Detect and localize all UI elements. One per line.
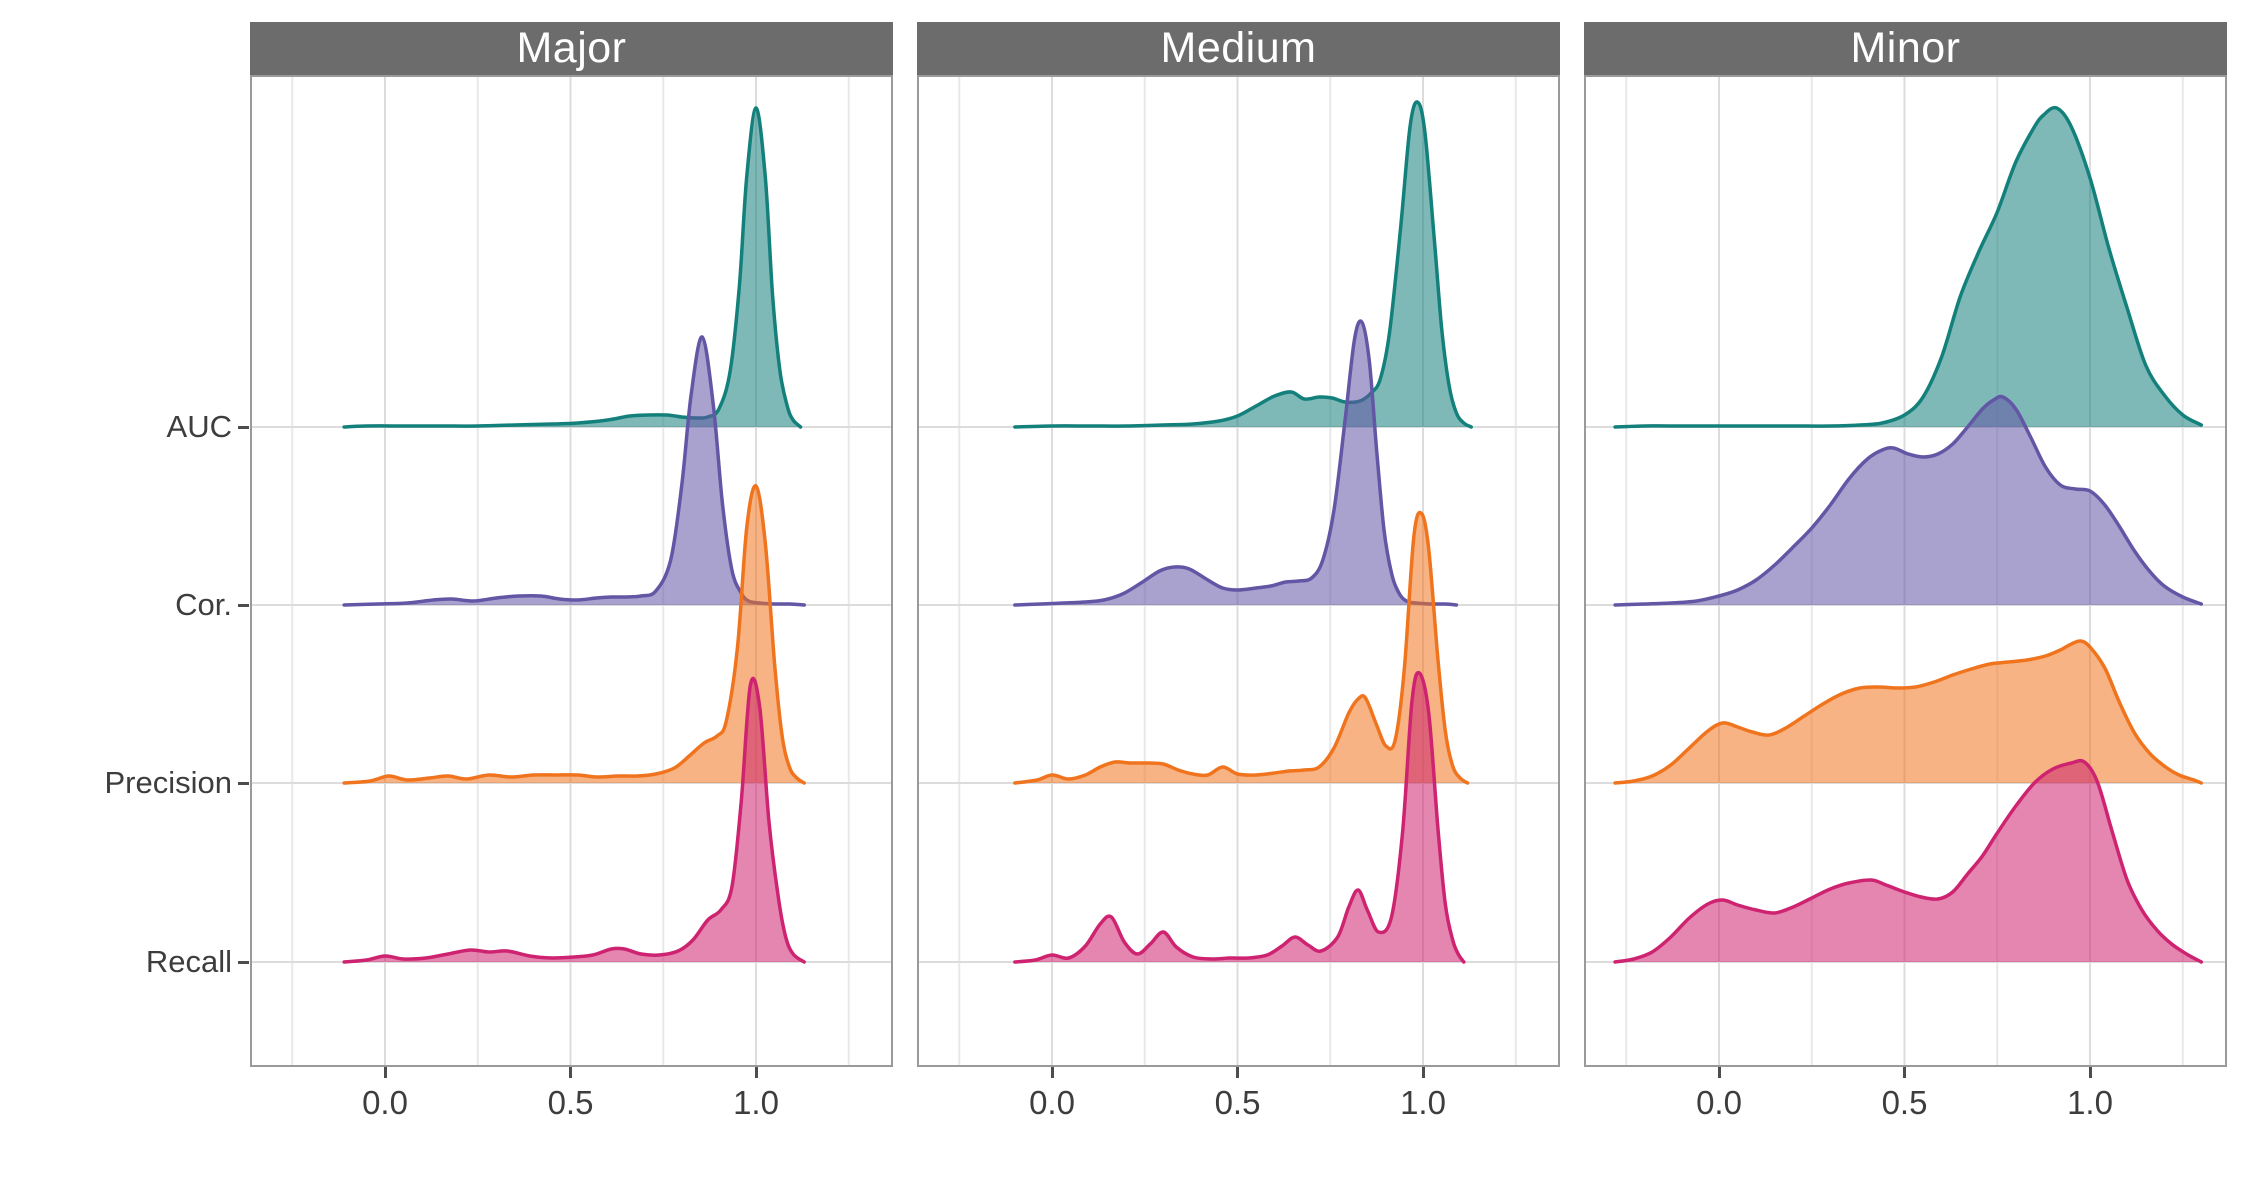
x-tick-label: 0.0 [362, 1084, 408, 1121]
density-curve-precision [1013, 510, 1470, 785]
x-tick-mark [1717, 1067, 1721, 1078]
panel-svg-minor [1584, 75, 2227, 1067]
x-tick-mark [383, 1067, 387, 1078]
x-tick-mark [1236, 1067, 1239, 1078]
panel-border [917, 75, 1560, 1067]
x-tick-mark [2088, 1067, 2092, 1078]
y-axis-label-precision: Precision [104, 765, 233, 800]
density-curve-recall [342, 676, 806, 964]
y-axis-label-auc: AUC [166, 409, 232, 444]
facet-strip-minor: Minor [1584, 22, 2227, 75]
density-curve-cor [1613, 394, 2204, 607]
density-fill-auc [344, 108, 801, 427]
x-tick-label: 1.0 [1400, 1084, 1446, 1121]
density-fill-auc [1014, 101, 1472, 427]
panel-border [1584, 75, 2227, 1067]
x-tick-label: 0.0 [1696, 1084, 1742, 1121]
y-axis-label-cor: Cor. [175, 587, 232, 622]
x-tick-mark [1903, 1067, 1906, 1078]
y-tick-mark [238, 603, 249, 607]
density-fill-cor [1615, 396, 2202, 605]
panel-svg-medium [917, 75, 1560, 1067]
density-curve-recall [1013, 670, 1466, 964]
x-tick-label: 0.5 [1881, 1084, 1928, 1121]
x-tick-label: 0.0 [1029, 1084, 1075, 1121]
facet-strip-medium: Medium [917, 22, 1560, 75]
x-tick-label: 1.0 [2067, 1084, 2113, 1121]
density-fill-precision [344, 485, 805, 783]
x-tick-mark [754, 1067, 758, 1078]
density-fill-precision [1014, 512, 1468, 783]
density-curve-precision [342, 484, 806, 785]
panel-svg-major [250, 75, 893, 1067]
y-tick-mark [238, 425, 249, 429]
panel-border [250, 75, 893, 1067]
density-curve-cor [1013, 319, 1459, 607]
density-fill-cor [344, 336, 805, 605]
facet-strip-major: Major [250, 22, 893, 75]
density-curve-auc [1613, 105, 2204, 429]
x-tick-mark [1421, 1067, 1425, 1078]
density-curve-recall [1613, 758, 2204, 964]
x-tick-label: 0.5 [1214, 1084, 1261, 1121]
density-fill-recall [1014, 672, 1464, 962]
y-tick-mark [238, 781, 249, 785]
y-axis-label-recall: Recall [145, 944, 232, 979]
x-tick-label: 1.0 [733, 1084, 779, 1121]
density-fill-auc [1615, 107, 2202, 427]
density-curve-precision [1613, 639, 2204, 785]
x-tick-mark [1050, 1067, 1054, 1078]
density-fill-precision [1615, 640, 2202, 783]
x-tick-mark [569, 1067, 572, 1078]
x-tick-label: 0.5 [547, 1084, 594, 1121]
density-fill-recall [1615, 760, 2202, 962]
y-tick-mark [238, 960, 249, 964]
density-fill-cor [1014, 321, 1457, 605]
